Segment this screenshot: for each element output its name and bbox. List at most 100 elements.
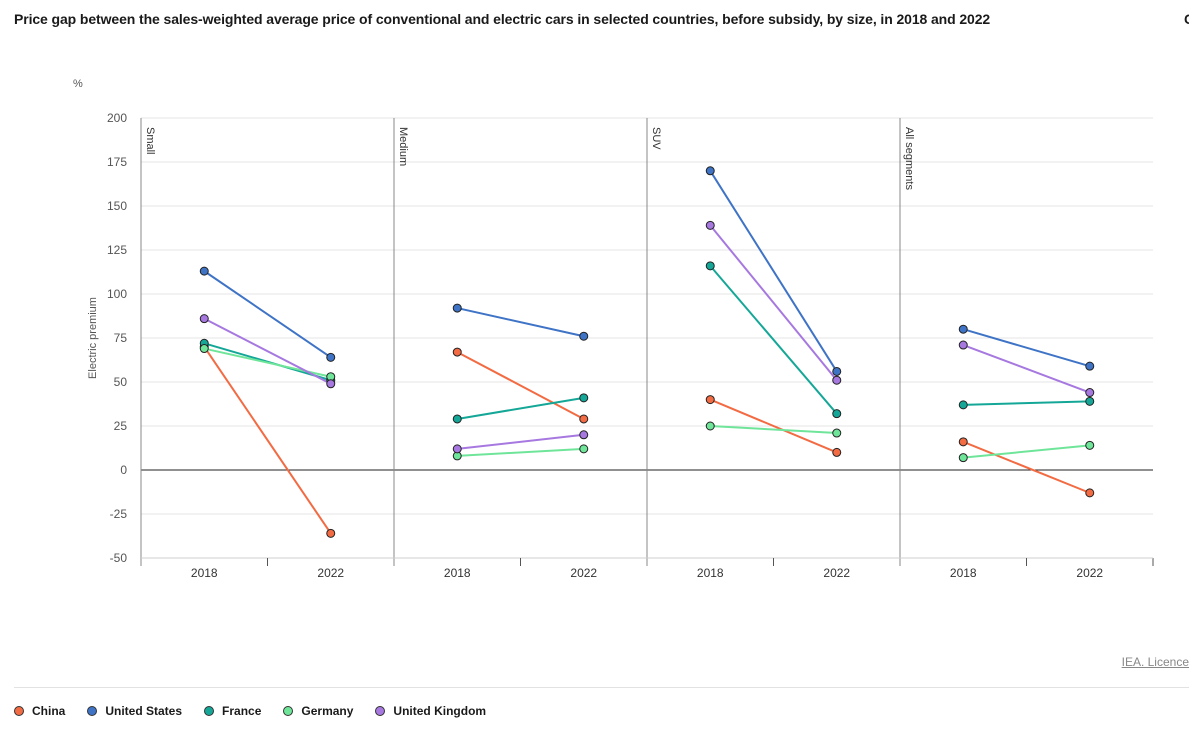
data-point bbox=[1085, 361, 1095, 371]
legend-swatch bbox=[204, 706, 215, 716]
data-point bbox=[1085, 396, 1095, 406]
legend-label: France bbox=[222, 704, 262, 718]
data-point bbox=[705, 261, 715, 271]
series-line bbox=[962, 440, 1091, 494]
x-tick-label: 2022 bbox=[823, 566, 850, 580]
data-point bbox=[958, 340, 968, 350]
x-tick-label: 2022 bbox=[1076, 566, 1103, 580]
clipped-title-fragment: C bbox=[1184, 11, 1189, 27]
panel-label: All segments bbox=[903, 127, 915, 190]
data-point bbox=[958, 400, 968, 410]
series-line bbox=[457, 307, 584, 338]
data-point bbox=[579, 331, 589, 341]
data-point bbox=[452, 347, 462, 357]
y-tick-label: 125 bbox=[107, 243, 127, 257]
data-point bbox=[705, 166, 715, 176]
legend-label: Germany bbox=[301, 704, 354, 718]
legend-swatch bbox=[283, 706, 294, 716]
series-line bbox=[203, 270, 332, 359]
series-line bbox=[457, 433, 584, 450]
y-unit-label: % bbox=[73, 78, 83, 90]
series-line bbox=[963, 400, 1090, 406]
data-point bbox=[958, 453, 968, 463]
data-point bbox=[326, 528, 336, 538]
y-tick-label: -25 bbox=[110, 507, 128, 521]
panel-label: Small bbox=[144, 127, 156, 155]
data-point bbox=[199, 344, 209, 354]
data-point bbox=[832, 409, 842, 419]
data-point bbox=[705, 395, 715, 405]
series-line bbox=[457, 396, 584, 420]
legend-swatch bbox=[87, 706, 98, 716]
x-tick-label: 2022 bbox=[570, 566, 597, 580]
y-tick-label: 25 bbox=[114, 419, 128, 433]
data-point bbox=[452, 303, 462, 313]
legend: China United States France Germany United Ki… bbox=[14, 704, 508, 718]
series-line bbox=[709, 265, 838, 415]
panel-label: SUV bbox=[650, 127, 662, 150]
data-point bbox=[579, 430, 589, 440]
legend-item[interactable]: Germany bbox=[283, 704, 353, 718]
data-point bbox=[958, 324, 968, 334]
legend-item[interactable]: China bbox=[14, 704, 65, 718]
y-tick-label: 75 bbox=[114, 331, 128, 345]
legend-item[interactable]: United Kingdom bbox=[375, 704, 486, 718]
legend-label: United States bbox=[105, 704, 183, 718]
data-point bbox=[705, 421, 715, 431]
x-tick-label: 2018 bbox=[191, 566, 218, 580]
legend-item[interactable]: United States bbox=[87, 704, 182, 718]
data-point bbox=[1085, 388, 1095, 398]
data-point bbox=[705, 220, 715, 230]
data-point bbox=[1085, 440, 1095, 450]
series-line bbox=[203, 346, 332, 534]
x-tick-label: 2018 bbox=[444, 566, 471, 580]
chart-title: Price gap between the sales-weighted ave… bbox=[14, 11, 991, 27]
data-point bbox=[832, 428, 842, 438]
data-point bbox=[1085, 488, 1095, 498]
data-point bbox=[326, 379, 336, 389]
x-tick-label: 2018 bbox=[697, 566, 724, 580]
series-line bbox=[456, 351, 585, 420]
y-tick-label: 50 bbox=[114, 375, 128, 389]
series-line bbox=[709, 224, 838, 381]
y-tick-label: 150 bbox=[107, 199, 127, 213]
data-point bbox=[452, 444, 462, 454]
y-tick-label: 200 bbox=[107, 111, 127, 125]
y-axis-title: Electric premium bbox=[87, 297, 99, 379]
series-line bbox=[710, 425, 837, 435]
series-line bbox=[709, 170, 838, 372]
series-line bbox=[962, 344, 1091, 394]
data-point bbox=[579, 444, 589, 454]
data-point bbox=[832, 447, 842, 457]
legend-label: United Kingdom bbox=[393, 704, 487, 718]
series-line bbox=[203, 317, 332, 385]
data-point bbox=[326, 352, 336, 362]
data-point bbox=[199, 314, 209, 324]
y-tick-label: 100 bbox=[107, 287, 127, 301]
series-line bbox=[962, 328, 1091, 368]
data-point bbox=[958, 437, 968, 447]
y-tick-label: -50 bbox=[110, 551, 128, 565]
legend-swatch bbox=[14, 706, 24, 716]
legend-divider bbox=[14, 687, 1189, 688]
x-tick-label: 2018 bbox=[950, 566, 977, 580]
data-point bbox=[832, 375, 842, 385]
series-line bbox=[204, 347, 331, 378]
x-tick-label: 2022 bbox=[317, 566, 344, 580]
panel-label: Medium bbox=[397, 127, 409, 166]
data-point bbox=[832, 366, 842, 376]
legend-label: China bbox=[32, 704, 66, 718]
y-tick-label: 0 bbox=[120, 463, 127, 477]
data-point bbox=[452, 414, 462, 424]
y-tick-label: 175 bbox=[107, 155, 127, 169]
chart-area: 200 175 150 125 100 75 50 25 0 -25 -50% Electric pr… bbox=[73, 78, 1154, 580]
series-line bbox=[709, 398, 838, 454]
series-line bbox=[457, 447, 584, 457]
legend-item[interactable]: France bbox=[204, 704, 261, 718]
series-line bbox=[963, 444, 1090, 459]
data-point bbox=[579, 393, 589, 403]
legend-swatch bbox=[375, 706, 386, 716]
licence-link[interactable]: IEA. Licence bbox=[1121, 655, 1189, 669]
data-point bbox=[579, 414, 589, 424]
data-point bbox=[199, 266, 209, 276]
